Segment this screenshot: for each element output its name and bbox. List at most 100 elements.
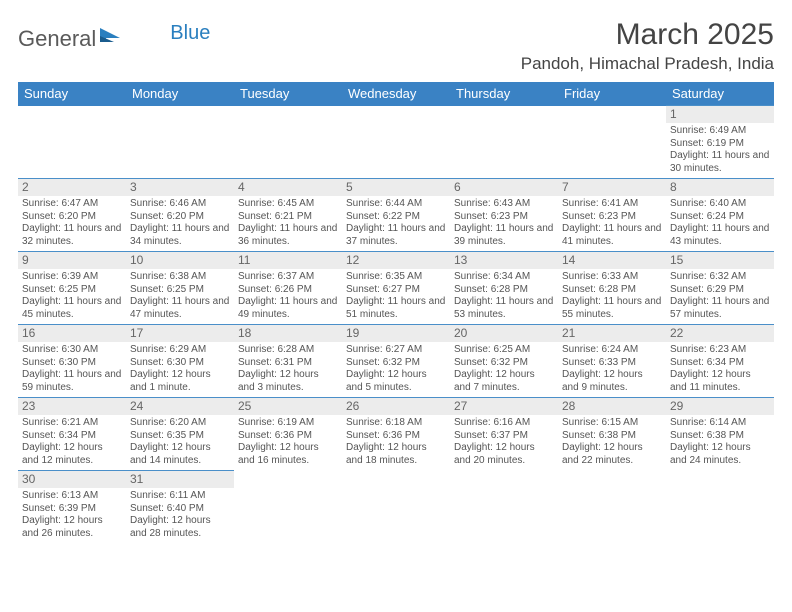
sunrise-line: Sunrise: 6:25 AM (454, 344, 554, 357)
sunrise-line: Sunrise: 6:34 AM (454, 271, 554, 284)
sunrise-line: Sunrise: 6:46 AM (130, 198, 230, 211)
calendar-cell: 24Sunrise: 6:20 AMSunset: 6:35 PMDayligh… (126, 398, 234, 471)
daylight-line: Daylight: 12 hours and 14 minutes. (130, 442, 230, 467)
daylight-line: Daylight: 11 hours and 39 minutes. (454, 223, 554, 248)
sunrise-line: Sunrise: 6:21 AM (22, 417, 122, 430)
sunset-line: Sunset: 6:38 PM (562, 430, 662, 443)
calendar-row: 16Sunrise: 6:30 AMSunset: 6:30 PMDayligh… (18, 325, 774, 398)
daylight-line: Daylight: 12 hours and 5 minutes. (346, 369, 446, 394)
sunset-line: Sunset: 6:37 PM (454, 430, 554, 443)
sunrise-line: Sunrise: 6:39 AM (22, 271, 122, 284)
sunset-line: Sunset: 6:31 PM (238, 357, 338, 370)
calendar-cell: 12Sunrise: 6:35 AMSunset: 6:27 PMDayligh… (342, 252, 450, 325)
calendar-cell: 3Sunrise: 6:46 AMSunset: 6:20 PMDaylight… (126, 179, 234, 252)
sunrise-line: Sunrise: 6:49 AM (670, 125, 770, 138)
daylight-line: Daylight: 11 hours and 47 minutes. (130, 296, 230, 321)
weekday-header: Saturday (666, 82, 774, 106)
day-number: 24 (126, 398, 234, 415)
sunset-line: Sunset: 6:26 PM (238, 284, 338, 297)
day-number: 15 (666, 252, 774, 269)
daylight-line: Daylight: 11 hours and 34 minutes. (130, 223, 230, 248)
day-number: 2 (18, 179, 126, 196)
day-number: 9 (18, 252, 126, 269)
calendar-cell: 22Sunrise: 6:23 AMSunset: 6:34 PMDayligh… (666, 325, 774, 398)
sunset-line: Sunset: 6:30 PM (22, 357, 122, 370)
sunset-line: Sunset: 6:20 PM (22, 211, 122, 224)
calendar-cell: 6Sunrise: 6:43 AMSunset: 6:23 PMDaylight… (450, 179, 558, 252)
sunset-line: Sunset: 6:21 PM (238, 211, 338, 224)
weekday-header: Sunday (18, 82, 126, 106)
daylight-line: Daylight: 12 hours and 24 minutes. (670, 442, 770, 467)
sunrise-line: Sunrise: 6:43 AM (454, 198, 554, 211)
sunrise-line: Sunrise: 6:20 AM (130, 417, 230, 430)
day-number: 26 (342, 398, 450, 415)
calendar-cell-empty (558, 471, 666, 544)
daylight-line: Daylight: 11 hours and 36 minutes. (238, 223, 338, 248)
day-number: 11 (234, 252, 342, 269)
sunrise-line: Sunrise: 6:13 AM (22, 490, 122, 503)
day-number: 30 (18, 471, 126, 488)
sunset-line: Sunset: 6:22 PM (346, 211, 446, 224)
sunset-line: Sunset: 6:29 PM (670, 284, 770, 297)
calendar-cell: 5Sunrise: 6:44 AMSunset: 6:22 PMDaylight… (342, 179, 450, 252)
calendar-cell: 26Sunrise: 6:18 AMSunset: 6:36 PMDayligh… (342, 398, 450, 471)
calendar-cell: 9Sunrise: 6:39 AMSunset: 6:25 PMDaylight… (18, 252, 126, 325)
day-number: 27 (450, 398, 558, 415)
calendar-cell: 25Sunrise: 6:19 AMSunset: 6:36 PMDayligh… (234, 398, 342, 471)
sunrise-line: Sunrise: 6:38 AM (130, 271, 230, 284)
sunrise-line: Sunrise: 6:16 AM (454, 417, 554, 430)
sunset-line: Sunset: 6:24 PM (670, 211, 770, 224)
header: GeneralBlue March 2025 Pandoh, Himachal … (18, 18, 774, 74)
sunset-line: Sunset: 6:34 PM (22, 430, 122, 443)
calendar-cell: 29Sunrise: 6:14 AMSunset: 6:38 PMDayligh… (666, 398, 774, 471)
daylight-line: Daylight: 12 hours and 7 minutes. (454, 369, 554, 394)
daylight-line: Daylight: 11 hours and 45 minutes. (22, 296, 122, 321)
day-number: 18 (234, 325, 342, 342)
sunrise-line: Sunrise: 6:19 AM (238, 417, 338, 430)
sunset-line: Sunset: 6:40 PM (130, 503, 230, 516)
sunrise-line: Sunrise: 6:30 AM (22, 344, 122, 357)
daylight-line: Daylight: 11 hours and 30 minutes. (670, 150, 770, 175)
logo: GeneralBlue (18, 26, 210, 52)
day-number: 25 (234, 398, 342, 415)
calendar-cell: 16Sunrise: 6:30 AMSunset: 6:30 PMDayligh… (18, 325, 126, 398)
calendar-cell: 1Sunrise: 6:49 AMSunset: 6:19 PMDaylight… (666, 106, 774, 179)
calendar-cell: 8Sunrise: 6:40 AMSunset: 6:24 PMDaylight… (666, 179, 774, 252)
daylight-line: Daylight: 12 hours and 26 minutes. (22, 515, 122, 540)
daylight-line: Daylight: 12 hours and 3 minutes. (238, 369, 338, 394)
daylight-line: Daylight: 12 hours and 9 minutes. (562, 369, 662, 394)
calendar-cell-empty (450, 106, 558, 179)
sunrise-line: Sunrise: 6:14 AM (670, 417, 770, 430)
daylight-line: Daylight: 12 hours and 12 minutes. (22, 442, 122, 467)
calendar-row: 2Sunrise: 6:47 AMSunset: 6:20 PMDaylight… (18, 179, 774, 252)
day-number: 28 (558, 398, 666, 415)
daylight-line: Daylight: 12 hours and 28 minutes. (130, 515, 230, 540)
day-number: 12 (342, 252, 450, 269)
calendar-cell: 31Sunrise: 6:11 AMSunset: 6:40 PMDayligh… (126, 471, 234, 544)
sunrise-line: Sunrise: 6:29 AM (130, 344, 230, 357)
daylight-line: Daylight: 12 hours and 11 minutes. (670, 369, 770, 394)
weekday-header: Monday (126, 82, 234, 106)
calendar-cell-empty (342, 106, 450, 179)
sunset-line: Sunset: 6:20 PM (130, 211, 230, 224)
sunrise-line: Sunrise: 6:32 AM (670, 271, 770, 284)
calendar-row: 30Sunrise: 6:13 AMSunset: 6:39 PMDayligh… (18, 471, 774, 544)
calendar-cell: 28Sunrise: 6:15 AMSunset: 6:38 PMDayligh… (558, 398, 666, 471)
sunrise-line: Sunrise: 6:27 AM (346, 344, 446, 357)
calendar-row: 9Sunrise: 6:39 AMSunset: 6:25 PMDaylight… (18, 252, 774, 325)
day-number: 1 (666, 106, 774, 123)
calendar-cell: 20Sunrise: 6:25 AMSunset: 6:32 PMDayligh… (450, 325, 558, 398)
calendar-cell: 14Sunrise: 6:33 AMSunset: 6:28 PMDayligh… (558, 252, 666, 325)
calendar-cell: 4Sunrise: 6:45 AMSunset: 6:21 PMDaylight… (234, 179, 342, 252)
sunrise-line: Sunrise: 6:11 AM (130, 490, 230, 503)
daylight-line: Daylight: 12 hours and 1 minute. (130, 369, 230, 394)
weekday-header-row: SundayMondayTuesdayWednesdayThursdayFrid… (18, 82, 774, 106)
daylight-line: Daylight: 11 hours and 43 minutes. (670, 223, 770, 248)
calendar-cell: 21Sunrise: 6:24 AMSunset: 6:33 PMDayligh… (558, 325, 666, 398)
day-number: 23 (18, 398, 126, 415)
calendar-cell: 23 Sunrise: 6:21 AMSunset: 6:34 PMDayligh… (18, 398, 126, 471)
sunrise-line: Sunrise: 6:40 AM (670, 198, 770, 211)
sunset-line: Sunset: 6:34 PM (670, 357, 770, 370)
logo-flag-icon (100, 26, 124, 52)
sunrise-line: Sunrise: 6:23 AM (670, 344, 770, 357)
